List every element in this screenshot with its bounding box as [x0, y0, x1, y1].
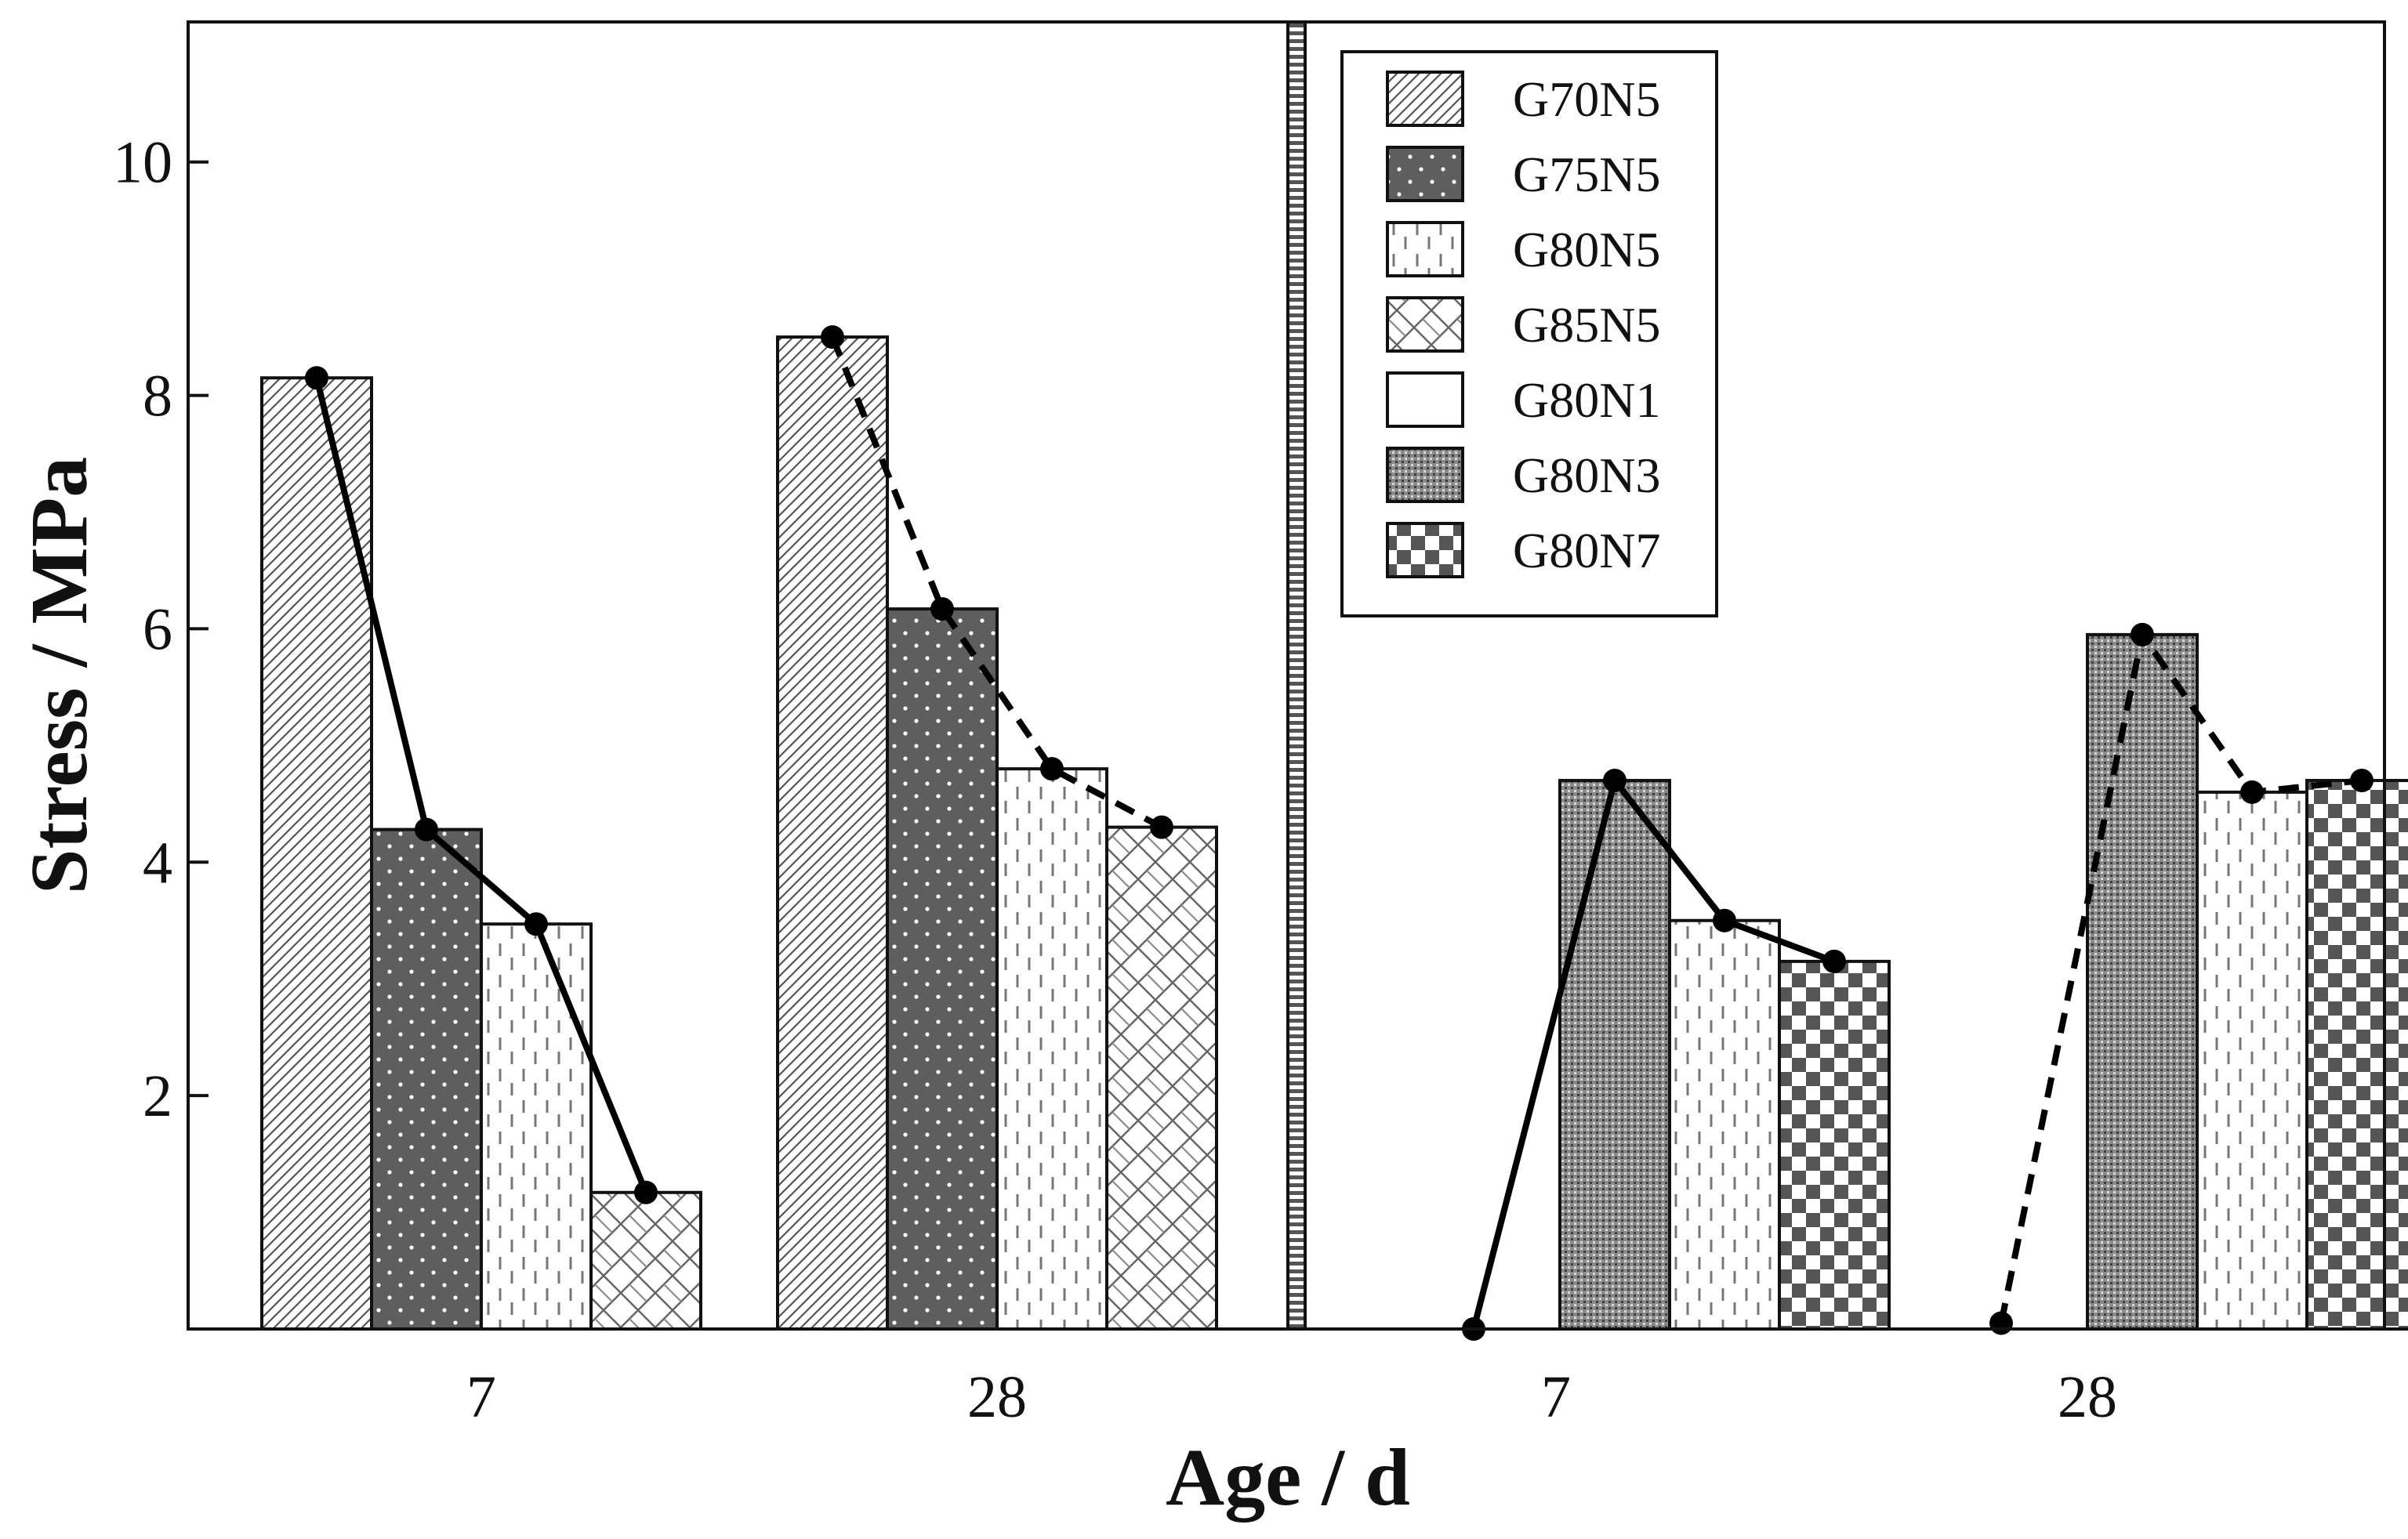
legend-label-g80n3: G80N3 [1513, 447, 1660, 503]
bar-g70n5-panel1-age28 [776, 335, 889, 1331]
bar-g75n5-panel1-age7 [370, 827, 483, 1331]
legend-swatch-g80n3 [1386, 447, 1464, 503]
legend-swatch-g80n1 [1386, 371, 1464, 428]
trend-point-g80n5-panel1-age7 [524, 912, 548, 936]
bar-g80n5-panel1-age28 [995, 767, 1108, 1331]
legend-label-g80n5: G80N5 [1513, 222, 1660, 277]
bar-g70n5-panel1-age7 [260, 376, 373, 1331]
x-tick-label-panel2-age7: 7 [1541, 1364, 1571, 1430]
trend-point-g80n5-panel1-age28 [1040, 757, 1064, 781]
legend-swatch-g70n5 [1386, 71, 1464, 127]
trend-line-panel2-age28 [1998, 631, 2363, 1324]
y-tick-label-10: 10 [113, 130, 172, 196]
bar-g80n3-panel2-age28 [2086, 632, 2199, 1331]
legend-label-g80n1: G80N1 [1513, 372, 1660, 428]
y-axis-title: Stress / MPa [14, 457, 104, 894]
legend-swatch-g80n7 [1386, 522, 1464, 578]
trend-point-g75n5-panel1-age7 [415, 817, 438, 842]
legend-label-g80n7: G80N7 [1513, 523, 1660, 578]
bar-g80n7-panel2-age28 [2305, 779, 2408, 1331]
trend-point-g80n1-panel2-age28 [1989, 1311, 2013, 1335]
trend-point-g85n5-panel1-age7 [634, 1180, 658, 1204]
bar-g80n5-panel2-age7 [1668, 918, 1781, 1331]
trend-line-panel1-age28 [829, 335, 1163, 831]
legend-label-g70n5: G70N5 [1513, 71, 1660, 127]
trend-point-g80n5-panel2-age7 [1713, 908, 1736, 932]
y-tick-label-2: 2 [143, 1063, 172, 1129]
y-tick-label-6: 6 [143, 596, 172, 662]
trend-point-g80n7-panel2-age7 [1822, 949, 1846, 973]
trend-point-g70n5-panel1-age7 [305, 366, 328, 390]
x-tick-label-panel2-age28: 28 [2058, 1364, 2117, 1430]
bar-g80n7-panel2-age7 [1778, 959, 1891, 1331]
trend-point-g80n3-panel2-age7 [1603, 769, 1626, 793]
y-tick-label-8: 8 [143, 364, 172, 429]
trend-point-g80n3-panel2-age28 [2131, 622, 2154, 646]
legend-swatch-g80n5 [1386, 221, 1464, 277]
bar-g75n5-panel1-age28 [886, 607, 999, 1331]
legend-label-g85n5: G85N5 [1513, 297, 1660, 353]
panel-divider [1286, 20, 1307, 1331]
bar-g85n5-panel1-age28 [1105, 825, 1218, 1331]
trend-point-g80n7-panel2-age28 [2350, 769, 2374, 793]
x-tick-label-panel1-age28: 28 [967, 1364, 1027, 1430]
trend-line-panel2-age7 [1471, 777, 1836, 1330]
legend-label-g75n5: G75N5 [1513, 147, 1660, 202]
trend-point-g75n5-panel1-age28 [930, 597, 954, 621]
bar-g85n5-panel1-age7 [589, 1190, 702, 1331]
legend-swatch-g75n5 [1386, 146, 1464, 202]
trend-point-g85n5-panel1-age28 [1150, 815, 1173, 839]
bar-g80n3-panel2-age7 [1558, 779, 1671, 1331]
bar-g80n5-panel2-age28 [2196, 790, 2308, 1331]
x-tick-label-panel1-age7: 7 [466, 1364, 496, 1430]
y-tick-label-4: 4 [143, 830, 172, 896]
trend-line-panel1-age7 [314, 377, 649, 1194]
trend-point-g80n5-panel2-age28 [2240, 780, 2264, 804]
legend-swatch-g85n5 [1386, 296, 1464, 353]
bar-g80n5-panel1-age7 [480, 922, 593, 1331]
x-axis-title: Age / d [1166, 1432, 1410, 1523]
trend-point-g70n5-panel1-age28 [821, 325, 844, 349]
